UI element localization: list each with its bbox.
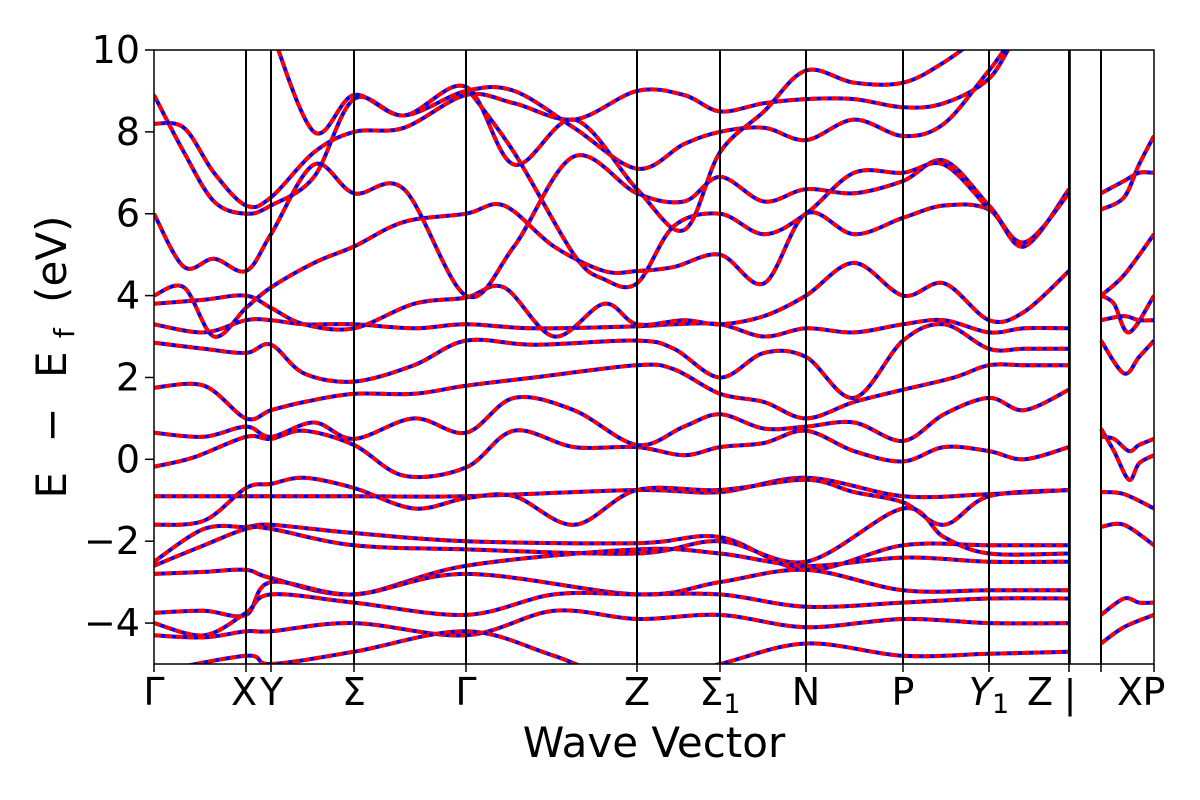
path-break-label: | bbox=[1064, 672, 1077, 717]
y-tick-label-3: 2 bbox=[116, 355, 140, 399]
y-label-sub-f: f bbox=[48, 327, 81, 338]
x-tick-label-12: P bbox=[1143, 670, 1166, 714]
x-tick-label-2: Y bbox=[259, 670, 284, 714]
x-tick-label-7: N bbox=[792, 670, 820, 714]
x-tick-label-10: Z bbox=[1027, 670, 1053, 714]
y-tick-label-0: −4 bbox=[84, 601, 140, 645]
y-tick-label-7: 10 bbox=[92, 28, 140, 72]
y-tick-label-2: 0 bbox=[116, 437, 140, 481]
x-tick-label-3: Σ bbox=[342, 670, 366, 714]
x-axis-label: Wave Vector bbox=[523, 718, 786, 767]
y-label-e2: E bbox=[27, 351, 76, 378]
y-label-e: E bbox=[27, 472, 76, 499]
y-tick-label-1: −2 bbox=[84, 519, 140, 563]
y-tick-label-5: 6 bbox=[116, 192, 140, 236]
x-tick-label-8: P bbox=[892, 670, 915, 714]
x-tick-label-5: Z bbox=[624, 670, 650, 714]
x-tick-label-11: X bbox=[1117, 670, 1143, 714]
x-tick-label-0: Γ bbox=[143, 670, 164, 714]
y-label-minus: − bbox=[27, 407, 76, 442]
y-label-unit: (eV) bbox=[27, 216, 76, 303]
x-tick-label-1: X bbox=[231, 670, 257, 714]
y-tick-label-6: 8 bbox=[116, 110, 140, 154]
y-tick-label-4: 4 bbox=[116, 274, 140, 318]
x-tick-label-4: Γ bbox=[455, 670, 476, 714]
